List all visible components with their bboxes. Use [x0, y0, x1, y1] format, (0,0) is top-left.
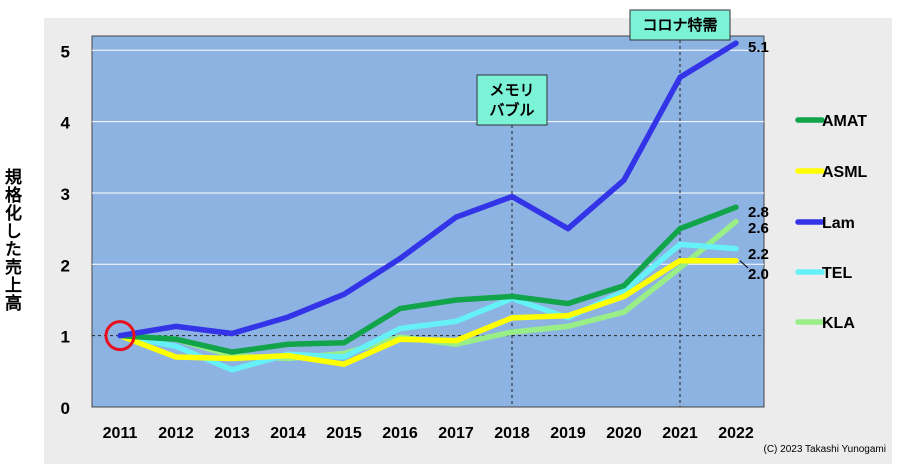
y-tick-label: 2: [61, 256, 70, 275]
series-line-lam: [117, 40, 739, 339]
end-label-leader: [739, 260, 749, 269]
x-tick-label: 2015: [326, 425, 362, 442]
series-line-asml: [117, 257, 739, 367]
x-tick-label: 2014: [270, 425, 306, 442]
x-tick-label: 2020: [606, 425, 642, 442]
legend-label-asml: ASML: [822, 164, 868, 181]
x-tick-label: 2016: [382, 425, 418, 442]
legend-label-tel: TEL: [822, 265, 852, 282]
end-label-tel: 2.2: [748, 246, 769, 263]
x-tick-label: 2018: [494, 425, 530, 442]
y-tick-label: 1: [61, 328, 70, 347]
end-label-lam: 5.1: [748, 39, 769, 56]
base-marker-circle: [104, 320, 136, 352]
series-line-tel: [117, 241, 739, 373]
y-tick-label: 5: [61, 42, 70, 61]
x-tick-label: 2022: [718, 425, 754, 442]
legend-label-lam: Lam: [822, 215, 855, 232]
legend-label-kla: KLA: [822, 315, 855, 332]
annotation-text: バブル: [489, 101, 534, 119]
end-label-kla: 2.6: [748, 220, 769, 237]
series-line-amat: [117, 204, 739, 355]
y-axis-title: 規格化した売上高: [1, 168, 21, 312]
x-tick-label: 2013: [214, 425, 250, 442]
legend-label-amat: AMAT: [822, 113, 867, 130]
annotation-text: コロナ特需: [642, 16, 717, 34]
end-label-asml: 2.0: [748, 266, 769, 283]
y-tick-label: 3: [61, 185, 70, 204]
x-tick-label: 2012: [158, 425, 194, 442]
y-tick-label: 0: [61, 399, 70, 418]
x-tick-label: 2019: [550, 425, 586, 442]
annotation-box: [476, 74, 548, 126]
copyright-text: (C) 2023 Takashi Yunogami: [763, 444, 887, 455]
annotation-box: [629, 9, 731, 41]
x-tick-label: 2021: [662, 425, 698, 442]
x-tick-label: 2017: [438, 425, 474, 442]
x-tick-label: 2011: [103, 425, 138, 442]
annotation-text: メモリ: [489, 81, 534, 99]
y-tick-label: 4: [61, 114, 71, 133]
end-label-amat: 2.8: [748, 204, 769, 221]
